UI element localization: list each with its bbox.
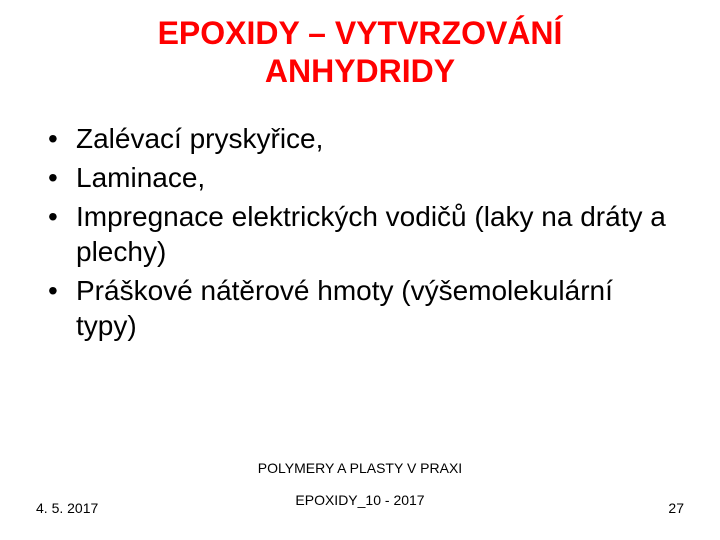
footer-title-line2: EPOXIDY_10 - 2017 — [258, 492, 462, 508]
footer-title-line1: POLYMERY A PLASTY V PRAXI — [258, 460, 462, 476]
footer-title: POLYMERY A PLASTY V PRAXI EPOXIDY_10 - 2… — [258, 444, 462, 524]
slide-title-line1: EPOXIDY – VYTVRZOVÁNÍ — [0, 14, 720, 52]
list-item: Impregnace elektrických vodičů (laky na … — [48, 199, 672, 269]
list-item: Zalévací pryskyřice, — [48, 121, 672, 156]
list-item: Laminace, — [48, 160, 672, 195]
list-item: Práškové nátěrové hmoty (výšemolekulární… — [48, 273, 672, 343]
slide-title: EPOXIDY – VYTVRZOVÁNÍ ANHYDRIDY — [0, 0, 720, 91]
footer-page-number: 27 — [668, 500, 684, 516]
slide-title-line2: ANHYDRIDY — [0, 52, 720, 90]
bullet-list: Zalévací pryskyřice, Laminace, Impregnac… — [0, 121, 720, 343]
footer-date: 4. 5. 2017 — [36, 500, 98, 516]
